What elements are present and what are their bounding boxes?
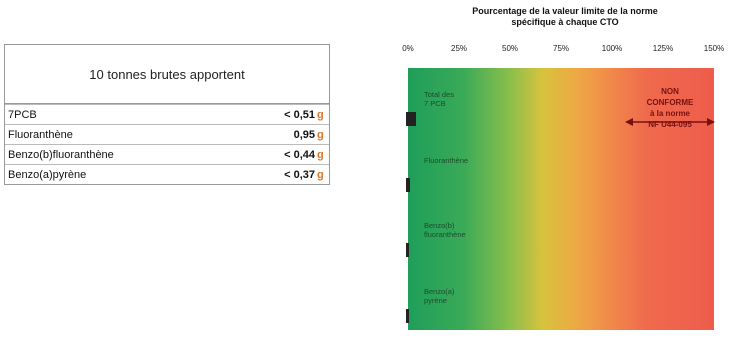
table-header: 10 tonnes brutes apportent xyxy=(5,45,329,104)
annotation-line: NON xyxy=(661,87,679,96)
bar xyxy=(406,177,411,192)
x-tick-label: 0% xyxy=(402,44,414,53)
x-tick-label: 100% xyxy=(601,44,623,53)
plot-area xyxy=(408,68,714,330)
category-label: Benzo(a) pyrène xyxy=(424,286,455,305)
row-unit: g xyxy=(317,168,324,181)
table-row: Benzo(b)fluoranthène < 0,44 g xyxy=(5,144,329,164)
table-row: Fluoranthène 0,95 g xyxy=(5,124,329,144)
x-tick-label: 75% xyxy=(552,44,570,53)
concentration-table: 10 tonnes brutes apportent 7PCB < 0,51 g… xyxy=(4,44,330,185)
x-tick-label: 50% xyxy=(501,44,519,53)
chart-title-line1: Pourcentage de la valeur limite de la no… xyxy=(472,6,658,16)
bar xyxy=(406,112,417,126)
row-value: 0,95 xyxy=(293,128,315,141)
category-label: Benzo(b) fluoranthène xyxy=(424,221,466,239)
category-label: Fluoranthène xyxy=(424,155,469,165)
row-value: < 0,51 xyxy=(284,108,315,121)
bar xyxy=(406,243,409,257)
category-label: Total des 7 PCB xyxy=(424,90,455,108)
row-value: < 0,37 xyxy=(284,168,315,181)
x-tick-label: 150% xyxy=(703,44,725,53)
table-row: 7PCB < 0,51 g xyxy=(5,104,329,124)
x-tick-label: 25% xyxy=(450,44,468,53)
annotation-line: CONFORME xyxy=(646,98,694,107)
row-value: < 0,44 xyxy=(284,148,315,161)
annotation-line: à la norme xyxy=(649,109,690,118)
chart-title: Pourcentage de la valeur limite de la no… xyxy=(395,6,735,28)
row-name: Fluoranthène xyxy=(8,128,73,141)
bar xyxy=(406,308,409,323)
table-row: Benzo(a)pyrène < 0,37 g xyxy=(5,164,329,184)
annotation-line: NF U44-095 xyxy=(648,120,692,129)
non-conforme-annotation: NON CONFORME à la norme NF U44-095 xyxy=(620,86,720,130)
row-unit: g xyxy=(317,128,324,141)
row-name: Benzo(a)pyrène xyxy=(8,168,87,181)
x-tick-label: 125% xyxy=(652,44,674,53)
row-unit: g xyxy=(317,148,324,161)
row-unit: g xyxy=(317,108,324,121)
chart-title-line2: spécifique à chaque CTO xyxy=(511,17,619,27)
double-arrow-icon xyxy=(625,118,715,126)
row-name: Benzo(b)fluoranthène xyxy=(8,148,114,161)
row-name: 7PCB xyxy=(8,108,37,121)
